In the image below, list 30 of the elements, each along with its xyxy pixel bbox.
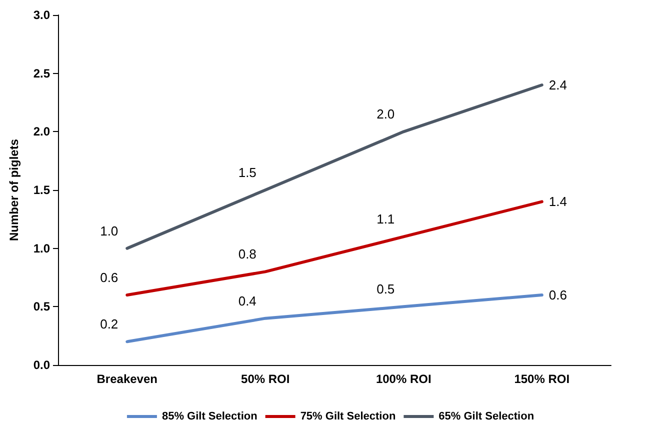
x-tick-label: 100% ROI (376, 372, 432, 386)
line-series (126, 294, 544, 344)
data-label: 0.5 (376, 282, 395, 297)
data-label: 0.4 (238, 293, 256, 308)
data-label: 0.8 (238, 246, 256, 262)
x-tick-label: 150% ROI (514, 372, 570, 386)
legend-label: 65% Gilt Selection (438, 410, 534, 422)
y-tick-label: 3.0 (33, 8, 50, 22)
line-series (126, 84, 544, 250)
legend-label: 85% Gilt Selection (162, 410, 258, 422)
data-label: 1.0 (100, 223, 118, 238)
y-tick-label: 0.5 (33, 300, 50, 314)
y-tick-label: 2.0 (33, 124, 50, 139)
data-label: 1.4 (548, 194, 567, 210)
y-tick-label: 0.0 (33, 358, 50, 372)
line-series (126, 200, 544, 296)
data-label: 0.2 (100, 316, 118, 332)
data-label: 2.0 (376, 106, 395, 122)
data-label: 2.4 (548, 78, 567, 92)
data-label: 1.1 (376, 212, 395, 227)
y-tick-label: 1.5 (33, 183, 50, 197)
data-label: 0.6 (548, 288, 567, 302)
y-tick-label: 1.0 (33, 241, 50, 256)
x-tick-label: Breakeven (96, 372, 158, 386)
data-label: 1.5 (238, 165, 256, 180)
y-axis-title: Number of piglets (7, 138, 21, 242)
data-label: 0.6 (100, 270, 118, 285)
x-tick-label: 50% ROI (241, 372, 290, 386)
legend-label: 75% Gilt Selection (300, 410, 396, 422)
y-tick-label: 2.5 (33, 66, 50, 80)
